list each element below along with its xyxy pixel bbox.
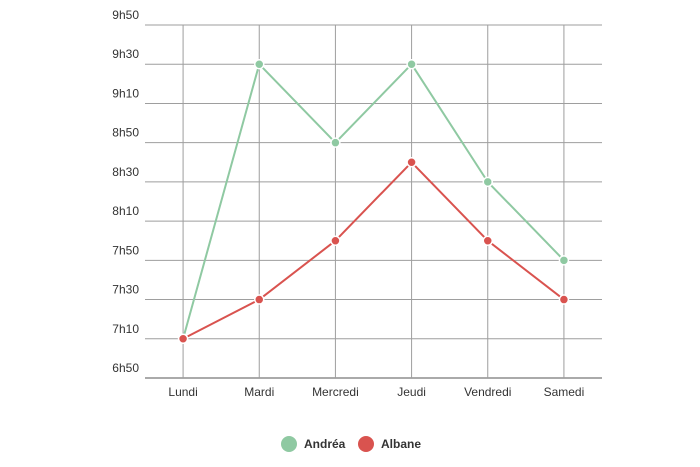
x-axis-ticks: Lundi Mardi Mercredi Jeudi Vendredi Samedi	[168, 385, 584, 399]
data-point[interactable]	[406, 58, 417, 70]
data-point[interactable]	[254, 58, 265, 70]
x-tick-label: Vendredi	[464, 385, 511, 399]
y-axis-ticks: 6h50 7h10 7h30 7h50 8h10 8h30 8h50 9h10 9h30 9h50	[112, 8, 139, 375]
data-point[interactable]	[177, 333, 189, 345]
data-point[interactable]	[330, 137, 341, 148]
series-points	[177, 58, 570, 345]
y-tick-label: 9h30	[112, 47, 139, 61]
legend-marker	[358, 436, 374, 452]
x-tick-label: Lundi	[168, 385, 197, 399]
legend-item-0[interactable]: Andréa	[281, 436, 346, 452]
legend-label: Andréa	[304, 437, 346, 451]
series-line-1	[182, 161, 565, 340]
x-tick-label: Samedi	[544, 385, 585, 399]
x-tick-label: Mardi	[244, 385, 274, 399]
legend-marker	[281, 436, 297, 452]
x-tick-label: Jeudi	[397, 385, 426, 399]
x-tick-label: Mercredi	[312, 385, 359, 399]
y-tick-label: 7h10	[112, 322, 139, 336]
data-point[interactable]	[558, 255, 570, 266]
y-tick-label: 9h10	[112, 86, 139, 100]
y-tick-label: 6h50	[112, 361, 139, 375]
y-tick-label: 8h30	[112, 165, 139, 179]
y-tick-label: 7h50	[112, 243, 139, 257]
y-tick-label: 8h10	[112, 204, 139, 218]
data-point[interactable]	[254, 294, 265, 305]
data-point[interactable]	[558, 294, 570, 305]
series-lines	[182, 63, 565, 340]
data-point[interactable]	[330, 235, 341, 246]
y-tick-label: 8h50	[112, 126, 139, 140]
legend-label: Albane	[381, 437, 421, 451]
data-point[interactable]	[482, 235, 493, 246]
data-point[interactable]	[482, 176, 493, 188]
chart-legend[interactable]: Andréa Albane	[281, 436, 421, 452]
chart-grid	[145, 24, 602, 379]
legend-item-1[interactable]: Albane	[358, 436, 421, 452]
series-line-0	[182, 63, 565, 340]
data-point[interactable]	[406, 157, 417, 168]
y-tick-label: 7h30	[112, 283, 139, 297]
y-tick-label: 9h50	[112, 8, 139, 22]
